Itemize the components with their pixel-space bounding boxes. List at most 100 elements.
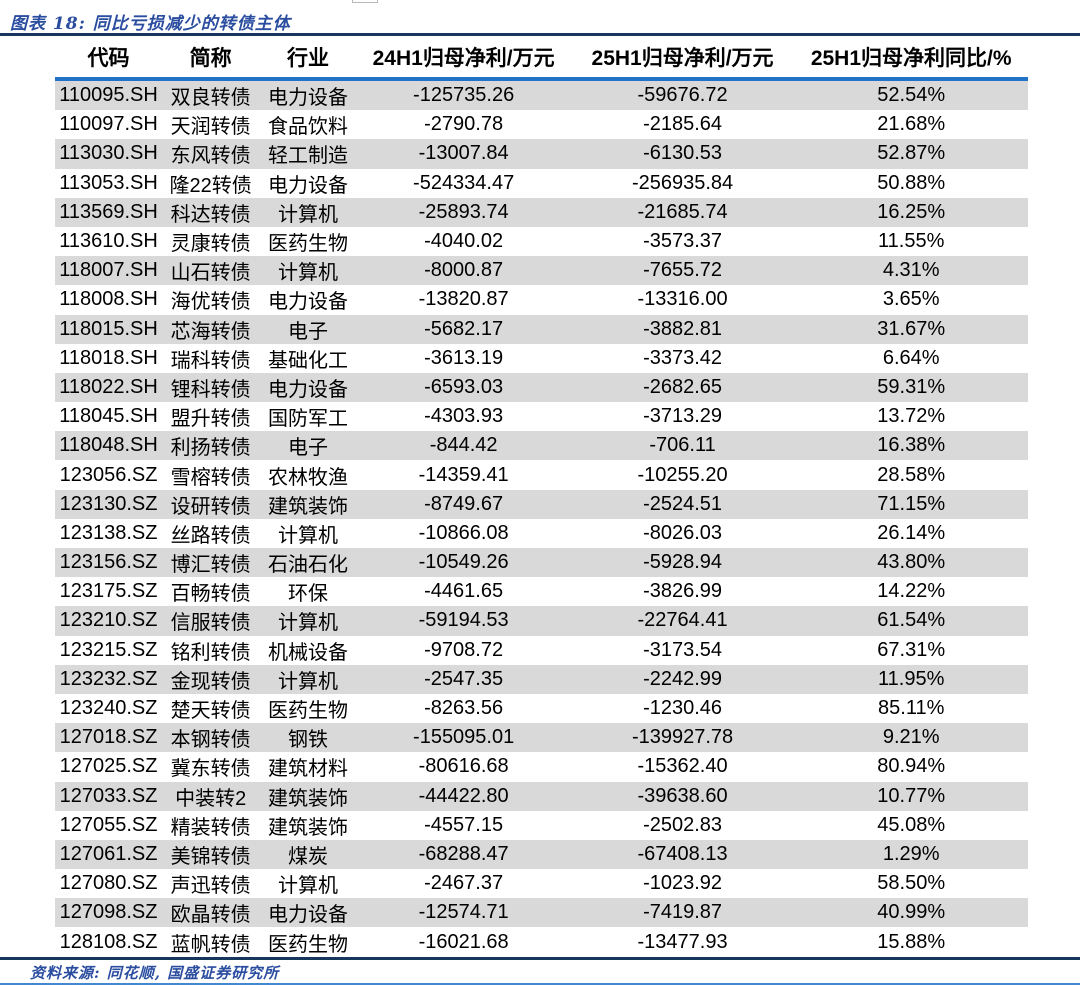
cell-industry: 计算机 <box>277 524 338 547</box>
table-row: 127080.SZ 声迅转债 计算机 -2467.37 -1023.92 58.50% <box>55 869 1028 899</box>
table-row: 118007.SH 山石转债 计算机 -8000.87 -7655.72 4.31% <box>55 256 1028 286</box>
cell-yoy: 85.11% <box>878 697 945 720</box>
cell-yoy: 6.64% <box>882 346 940 369</box>
table-row: 113569.SH 科达转债 计算机 -25893.74 -21685.74 16.25% <box>55 197 1028 227</box>
cell-profit-24h1: -16021.68 <box>418 930 509 953</box>
cell-profit-24h1: -2467.37 <box>424 872 504 895</box>
cell-name: 利扬转债 <box>170 437 251 460</box>
cell-industry: 计算机 <box>277 262 338 285</box>
cell-profit-25h1: -15362.40 <box>637 755 728 778</box>
table-row: 118018.SH 瑞科转债 基础化工 -3613.19 -3373.42 6.64% <box>55 343 1028 373</box>
cell-industry: 轻工制造 <box>267 145 348 168</box>
cell-name: 设研转债 <box>170 495 251 518</box>
cell-yoy: 58.50% <box>877 872 946 895</box>
cell-code: 118015.SH <box>59 317 158 340</box>
table-row: 118022.SH 锂科转债 电力设备 -6593.03 -2682.65 59.31% <box>55 372 1028 403</box>
cell-yoy: 71.15% <box>877 492 946 515</box>
cell-industry: 计算机 <box>277 875 338 898</box>
table-row: 123130.SZ 设研转债 建筑装饰 -8749.67 -2524.51 71.15% <box>55 489 1028 519</box>
cell-profit-25h1: -13477.93 <box>637 930 728 953</box>
cell-code: 123130.SZ <box>59 492 158 515</box>
cell-industry: 计算机 <box>277 203 338 226</box>
cell-profit-24h1: -8749.67 <box>424 492 504 515</box>
cell-industry: 电力设备 <box>267 904 348 927</box>
cell-profit-24h1: -2547.35 <box>424 667 504 690</box>
cell-name: 科达转债 <box>170 203 251 226</box>
header-yoy: 25H1归母净利同比/% <box>810 46 1012 70</box>
cell-code: 127025.SZ <box>59 755 158 778</box>
cell-yoy: 11.95% <box>878 667 945 690</box>
cell-industry: 建筑装饰 <box>267 787 348 810</box>
cell-industry: 电力设备 <box>267 87 348 110</box>
cell-profit-25h1: -5928.94 <box>643 551 723 574</box>
cell-yoy: 10.77% <box>877 784 946 807</box>
table-row: 123156.SZ 博汇转债 石油石化 -10549.26 -5928.94 43.80% <box>55 548 1028 578</box>
cell-code: 118007.SH <box>59 259 158 282</box>
cell-name: 精装转债 <box>170 816 251 839</box>
cell-profit-25h1: -2242.99 <box>643 667 723 690</box>
cell-yoy: 61.54% <box>877 609 946 632</box>
cell-name: 芯海转债 <box>170 320 251 343</box>
cell-profit-24h1: -68288.47 <box>418 842 509 865</box>
cell-name: 双良转债 <box>170 87 251 110</box>
cell-industry: 国防军工 <box>267 408 348 431</box>
cell-industry: 电力设备 <box>267 378 348 401</box>
cell-profit-25h1: -2185.64 <box>643 113 723 136</box>
cell-yoy: 67.31% <box>877 638 946 661</box>
table-row: 118045.SH 盟升转债 国防军工 -4303.93 -3713.29 13.72% <box>55 402 1028 432</box>
cell-profit-24h1: -13820.87 <box>418 288 509 311</box>
cell-profit-25h1: -22764.41 <box>637 609 728 632</box>
cell-name: 海优转债 <box>170 291 251 314</box>
cell-name: 锂科转债 <box>170 378 251 401</box>
cell-profit-25h1: -1230.46 <box>643 697 723 720</box>
table-header-row: 代码 简称 行业 24H1归母净利/万元 25H1归母净利/万元 25H1归母净… <box>55 36 1028 77</box>
cell-industry: 钢铁 <box>287 729 328 752</box>
cell-profit-24h1: -4557.15 <box>424 813 504 836</box>
cell-profit-25h1: -67408.13 <box>637 842 728 865</box>
cell-code: 123232.SZ <box>59 667 158 690</box>
cell-code: 128108.SZ <box>59 930 158 953</box>
cell-industry: 环保 <box>287 583 328 606</box>
cell-code: 118022.SH <box>59 375 158 398</box>
cell-name: 金现转债 <box>170 670 251 693</box>
table-row: 123215.SZ 铭利转债 机械设备 -9708.72 -3173.54 67.31% <box>55 635 1028 665</box>
table-row: 123240.SZ 楚天转债 医药生物 -8263.56 -1230.46 85.11% <box>55 693 1028 724</box>
cell-code: 110097.SH <box>59 113 158 136</box>
cell-industry: 食品饮料 <box>267 116 348 139</box>
cell-yoy: 9.21% <box>882 726 940 749</box>
data-table: 代码 简称 行业 24H1归母净利/万元 25H1归母净利/万元 25H1归母净… <box>55 36 1028 957</box>
cell-code: 123210.SZ <box>59 609 158 632</box>
cell-profit-25h1: -139927.78 <box>631 726 734 749</box>
cell-code: 127080.SZ <box>59 872 158 895</box>
source-note: 资料来源: 同花顺, 国盛证券研究所 <box>30 964 280 982</box>
table-row: 123210.SZ 信服转债 计算机 -59194.53 -22764.41 61.54% <box>55 606 1028 636</box>
cell-profit-25h1: -7655.72 <box>643 259 723 282</box>
table-row: 123232.SZ 金现转债 计算机 -2547.35 -2242.99 11.95% <box>55 664 1028 694</box>
cell-profit-25h1: -10255.20 <box>637 463 728 486</box>
table-row: 118015.SH 芯海转债 电子 -5682.17 -3882.81 31.67% <box>55 314 1028 344</box>
table-row: 118048.SH 利扬转债 电子 -844.42 -706.11 16.38% <box>55 431 1028 461</box>
cell-name: 百畅转债 <box>170 583 251 606</box>
cell-yoy: 3.65% <box>882 288 940 311</box>
cell-profit-25h1: -13316.00 <box>637 288 728 311</box>
cell-name: 冀东转债 <box>170 758 251 781</box>
cell-profit-24h1: -8000.87 <box>424 259 504 282</box>
cell-name: 铭利转债 <box>170 641 251 664</box>
cell-industry: 机械设备 <box>267 641 348 664</box>
cell-yoy: 21.68% <box>877 113 946 136</box>
table-row: 127055.SZ 精装转债 建筑装饰 -4557.15 -2502.83 45.08% <box>55 810 1028 840</box>
cell-name: 信服转债 <box>170 612 251 635</box>
cell-profit-24h1: -4461.65 <box>424 580 504 603</box>
cell-code: 127033.SZ <box>59 784 158 807</box>
cell-name: 盟升转债 <box>170 408 251 431</box>
cell-industry: 计算机 <box>277 612 338 635</box>
header-code: 代码 <box>87 46 130 70</box>
cell-industry: 建筑材料 <box>267 758 348 781</box>
cell-profit-24h1: -3613.19 <box>424 346 504 369</box>
header-divider-rule <box>55 77 1028 81</box>
cell-name: 天润转债 <box>170 116 251 139</box>
cell-name: 丝路转债 <box>170 524 251 547</box>
cell-code: 118018.SH <box>59 346 158 369</box>
cell-yoy: 43.80% <box>877 551 946 574</box>
cell-profit-24h1: -44422.80 <box>418 784 509 807</box>
